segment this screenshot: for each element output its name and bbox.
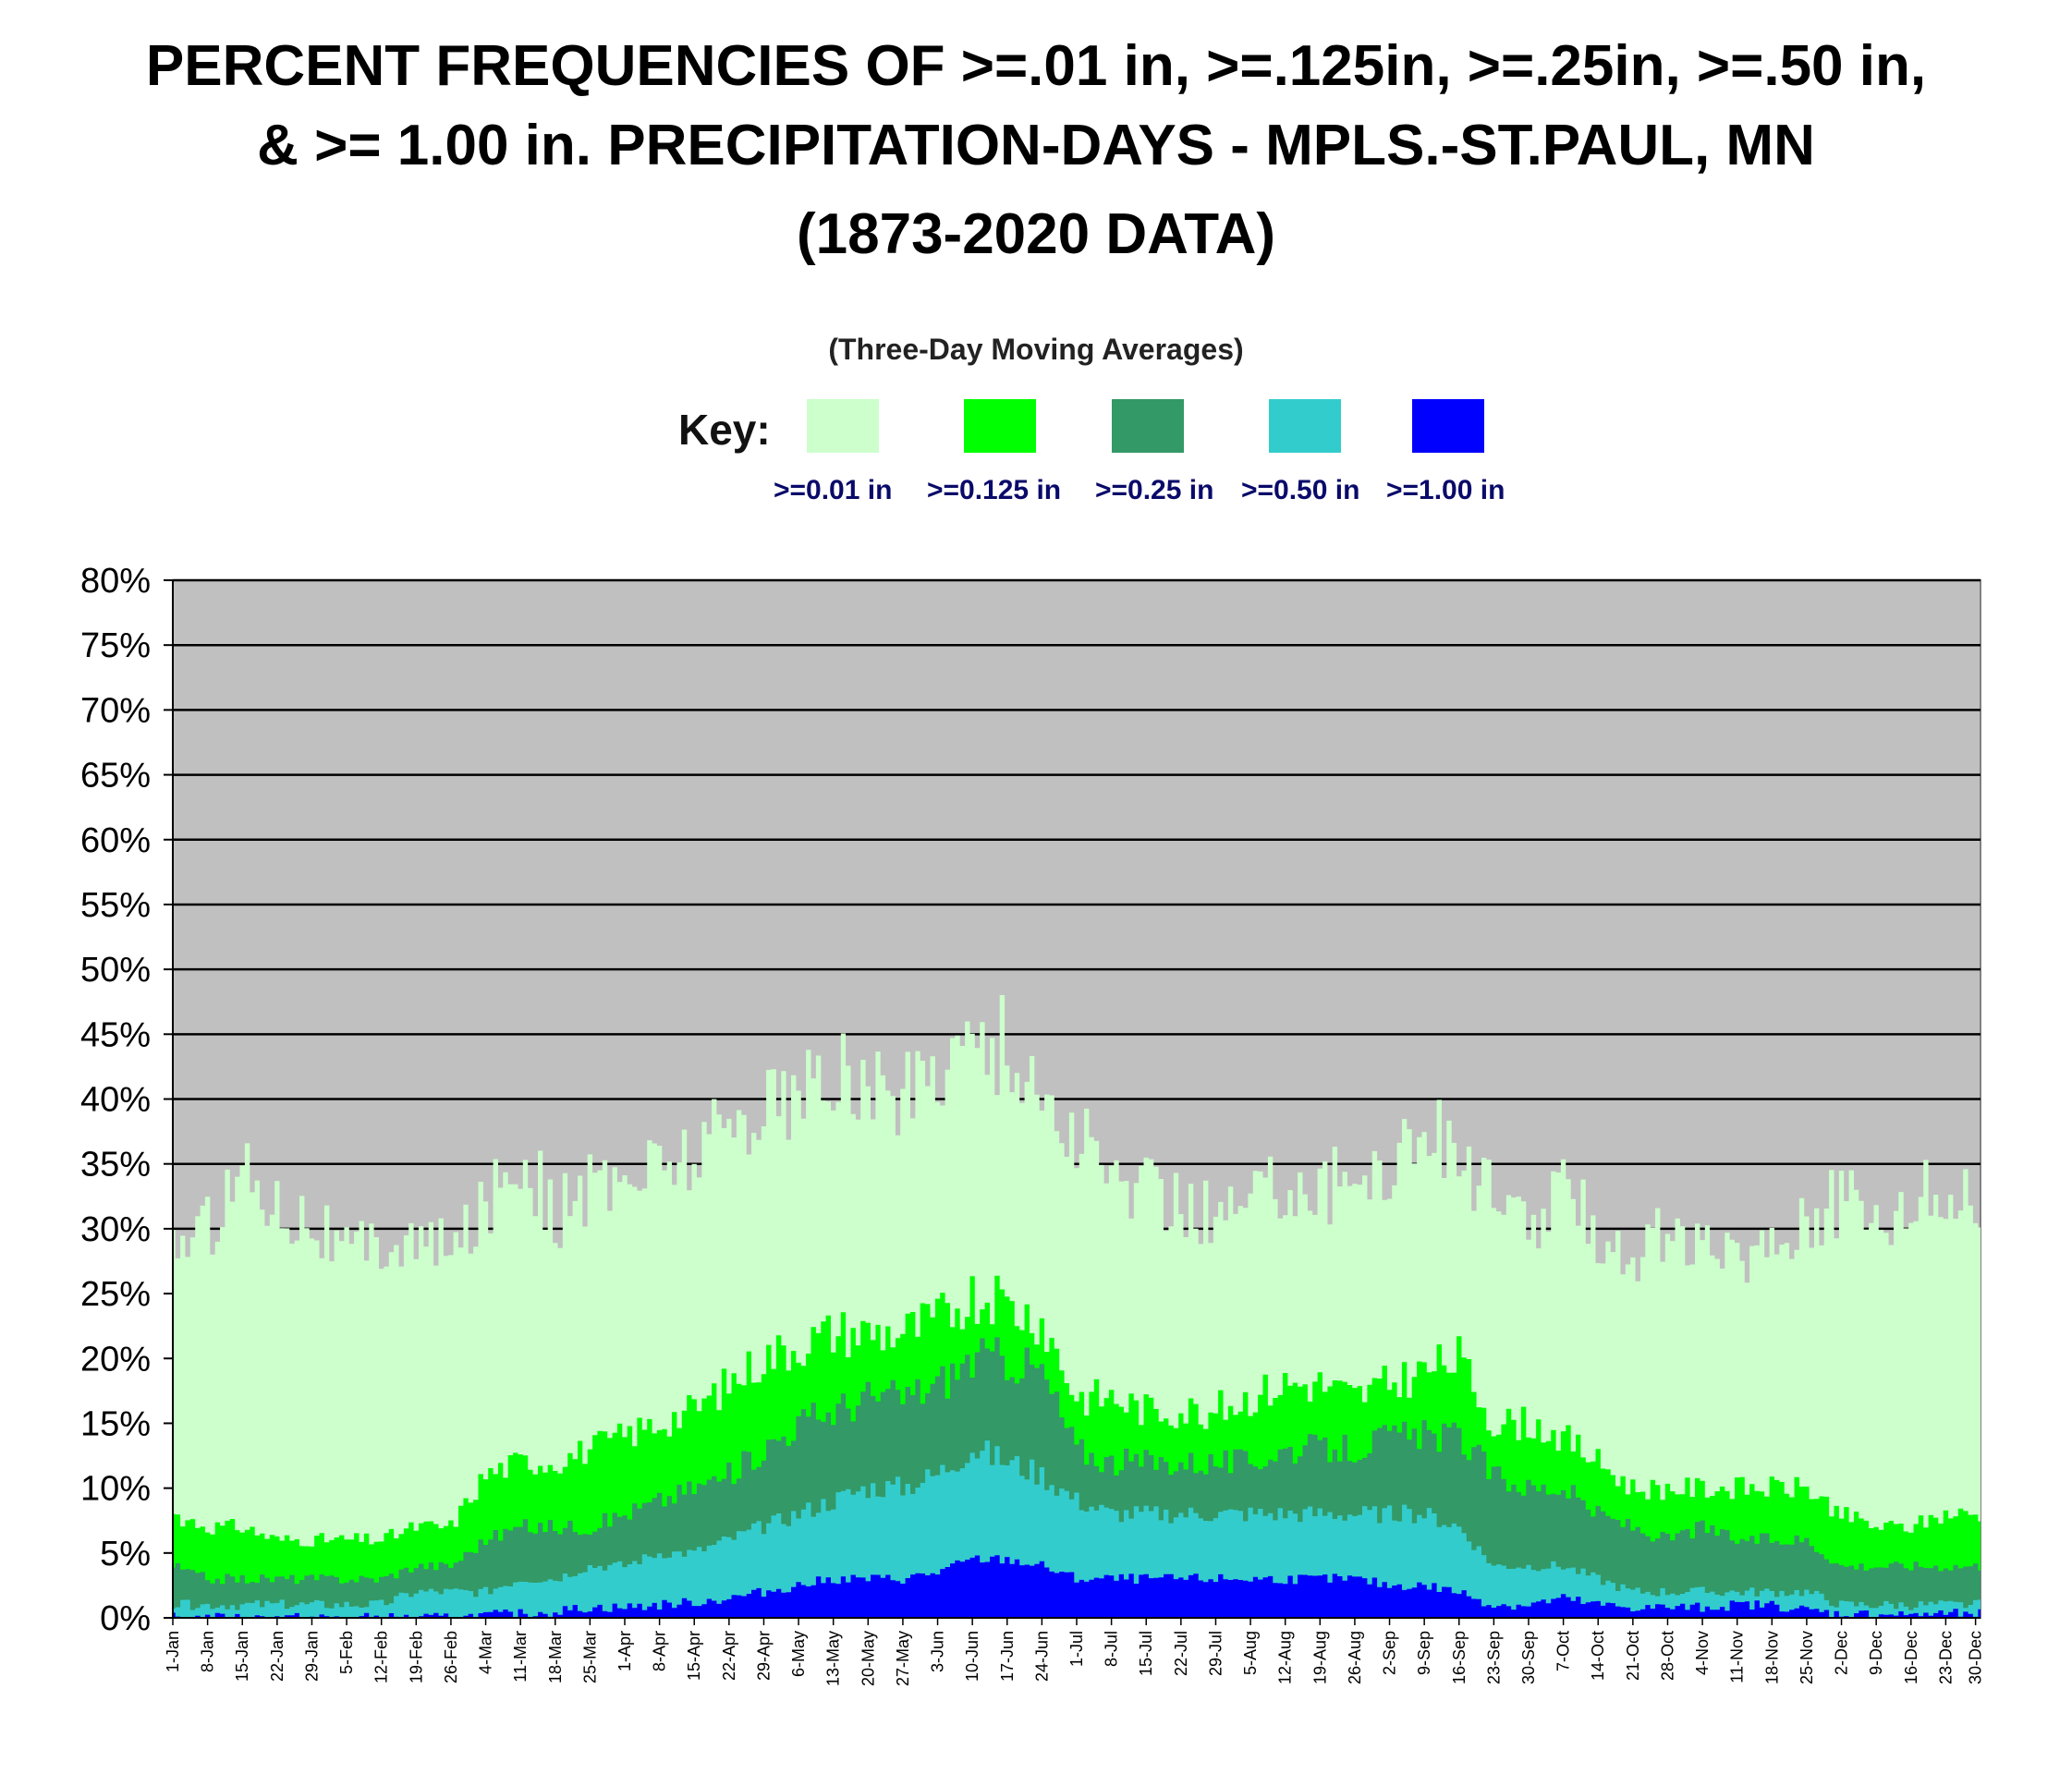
x-tick-label: 17-Jun	[998, 1631, 1017, 1682]
x-tick-label: 9-Dec	[1867, 1631, 1885, 1675]
x-tick-label: 8-Apr	[651, 1631, 669, 1671]
legend-label-1: >=0.01 in	[774, 475, 893, 505]
x-tick-label: 27-May	[894, 1631, 912, 1686]
y-tick-label: 30%	[80, 1210, 151, 1249]
x-tick-label: 30-Sep	[1519, 1631, 1538, 1684]
series-areas	[173, 995, 1981, 1618]
legend-key-label: Key:	[678, 406, 771, 454]
x-tick-label: 11-Nov	[1728, 1631, 1747, 1683]
x-tick-label: 2-Sep	[1381, 1631, 1399, 1675]
x-tick-label: 10-Jun	[963, 1631, 981, 1682]
x-tick-label: 1-Jan	[164, 1631, 182, 1672]
legend-swatch-3	[1112, 399, 1184, 453]
x-tick-label: 15-Apr	[685, 1631, 703, 1681]
legend-swatch-4	[1269, 399, 1341, 453]
x-tick-label: 1-Jul	[1067, 1631, 1086, 1667]
x-tick-label: 25-Nov	[1798, 1631, 1816, 1684]
chart-title-line-1: PERCENT FREQUENCIES OF >=.01 in, >=.125i…	[145, 34, 1927, 98]
x-tick-label: 22-Apr	[720, 1631, 738, 1681]
y-tick-label: 50%	[80, 951, 151, 990]
x-tick-label: 29-Jan	[302, 1631, 321, 1682]
series-area-4	[173, 1440, 1981, 1618]
series-area-5	[173, 1555, 1981, 1618]
x-tick-label: 23-Sep	[1484, 1631, 1503, 1684]
x-axis: 1-Jan 8-Jan 15-Jan 22-Jan 29-Jan 5-Feb 12-Feb 1…	[164, 1617, 1985, 1686]
x-tick-label: 16-Sep	[1450, 1631, 1469, 1684]
y-tick-label: 5%	[100, 1535, 151, 1573]
y-tick-label: 65%	[80, 757, 151, 796]
y-tick-label: 70%	[80, 691, 151, 730]
x-tick-label: 4-Nov	[1693, 1631, 1712, 1675]
x-tick-label: 12-Feb	[372, 1631, 391, 1683]
x-tick-label: 22-Jan	[268, 1631, 286, 1682]
x-tick-label: 22-Jul	[1172, 1631, 1190, 1676]
x-tick-label: 8-Jul	[1103, 1631, 1121, 1667]
series-area-3	[173, 1337, 1981, 1618]
legend-swatch-2	[964, 399, 1036, 453]
gridlines	[173, 578, 1981, 1555]
x-tick-label: 24-Jun	[1032, 1631, 1051, 1682]
x-tick-label: 21-Oct	[1624, 1631, 1642, 1681]
y-tick-label: 0%	[100, 1599, 151, 1638]
x-tick-label: 19-Feb	[407, 1631, 425, 1683]
x-tick-label: 18-Nov	[1762, 1631, 1781, 1684]
x-tick-label: 15-Jul	[1137, 1631, 1155, 1676]
x-tick-label: 25-Mar	[580, 1631, 599, 1683]
x-tick-label: 16-Dec	[1902, 1631, 1920, 1684]
y-tick-label: 45%	[80, 1015, 151, 1054]
x-tick-label: 2-Dec	[1833, 1631, 1851, 1675]
x-tick-label: 8-Jan	[199, 1631, 217, 1672]
x-tick-label: 11-Mar	[511, 1631, 530, 1683]
x-tick-label: 30-Dec	[1967, 1631, 1985, 1684]
legend-label-5: >=1.00 in	[1386, 475, 1505, 505]
chart-title-line-2: & >= 1.00 in. PRECIPITATION-DAYS - MPLS.…	[257, 114, 1815, 177]
chart-subtitle: (Three-Day Moving Averages)	[828, 333, 1244, 366]
x-tick-label: 6-May	[789, 1631, 808, 1677]
y-tick-label: 75%	[80, 626, 151, 665]
x-tick-label: 15-Jan	[233, 1631, 251, 1682]
legend-label-3: >=0.25 in	[1095, 475, 1214, 505]
y-tick-label: 15%	[80, 1404, 151, 1443]
x-tick-label: 28-Oct	[1658, 1631, 1676, 1681]
y-tick-label: 35%	[80, 1146, 151, 1185]
y-tick-label: 55%	[80, 886, 151, 925]
y-tick-label: 20%	[80, 1340, 151, 1379]
x-tick-label: 18-Mar	[546, 1631, 565, 1683]
chart-title-line-3: (1873-2020 DATA)	[796, 202, 1275, 266]
x-tick-label: 26-Aug	[1346, 1631, 1364, 1684]
x-tick-label: 26-Feb	[442, 1631, 460, 1683]
x-tick-label: 14-Oct	[1589, 1631, 1607, 1681]
legend-label-4: >=0.50 in	[1241, 475, 1360, 505]
y-tick-label: 80%	[80, 562, 151, 601]
x-tick-label: 20-May	[859, 1631, 877, 1686]
x-tick-label: 12-Aug	[1276, 1631, 1295, 1684]
x-tick-label: 1-Apr	[616, 1631, 634, 1671]
y-tick-label: 25%	[80, 1275, 151, 1314]
x-tick-label: 5-Aug	[1241, 1631, 1260, 1675]
x-tick-label: 4-Mar	[477, 1631, 495, 1674]
x-tick-label: 13-May	[824, 1631, 843, 1686]
y-axis: 0% 5% 10% 15% 20% 25% 30% 35% 40% 45% 50% 55% 60% 65%…	[80, 562, 174, 1638]
legend-swatch-1	[807, 399, 879, 453]
x-tick-label: 3-Jun	[929, 1631, 947, 1672]
x-tick-label: 29-Jul	[1206, 1631, 1225, 1676]
y-tick-label: 10%	[80, 1470, 151, 1509]
x-tick-label: 23-Dec	[1936, 1631, 1955, 1684]
legend-swatch-5	[1412, 399, 1484, 453]
x-tick-label: 9-Sep	[1415, 1631, 1433, 1675]
x-tick-label: 7-Oct	[1554, 1631, 1573, 1671]
x-tick-label: 19-Aug	[1310, 1631, 1329, 1684]
y-tick-label: 40%	[80, 1081, 151, 1120]
x-tick-label: 5-Feb	[337, 1631, 356, 1674]
legend-label-2: >=0.125 in	[927, 475, 1062, 505]
x-tick-label: 29-Apr	[754, 1631, 773, 1681]
y-tick-label: 60%	[80, 821, 151, 860]
